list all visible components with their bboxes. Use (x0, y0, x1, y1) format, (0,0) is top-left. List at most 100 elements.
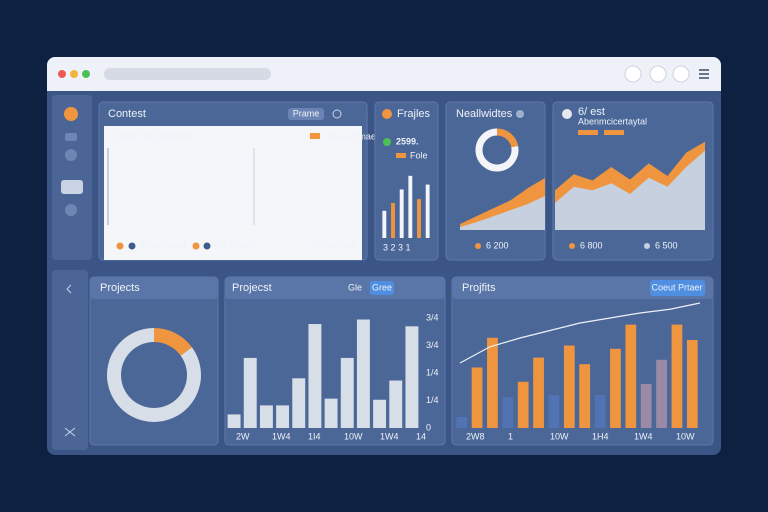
panel-title: Projfits (462, 282, 496, 294)
bar (671, 324, 683, 428)
x-axis-label: 10W (676, 431, 695, 441)
bar (408, 175, 413, 238)
legend-dot (192, 242, 200, 250)
y-axis-label: 3/4 (426, 312, 439, 322)
x-axis-label: 2W (236, 431, 250, 441)
legend-swatch (396, 153, 406, 158)
bar (227, 414, 241, 428)
search-icon[interactable] (649, 65, 667, 83)
nav-item[interactable] (65, 204, 77, 216)
bar (340, 357, 354, 428)
bar (405, 326, 419, 428)
bar (259, 405, 273, 428)
maximize-dot[interactable] (82, 70, 90, 78)
bar (502, 397, 514, 428)
button[interactable] (370, 281, 394, 295)
y-axis-label: 3/4 (426, 340, 439, 350)
footer-value: 0318B.034 (312, 240, 356, 250)
bar (625, 324, 637, 428)
bar (308, 324, 322, 428)
collapse-icon[interactable] (66, 284, 72, 294)
icon (382, 109, 392, 119)
nav-item[interactable] (65, 133, 77, 141)
legend-swatch (310, 133, 320, 139)
legend-dot (475, 243, 481, 249)
y-axis-label: 1/4 (426, 367, 439, 377)
bar (417, 199, 421, 238)
sidebar (52, 95, 92, 260)
chart-title: Carel he Cyotrol (110, 131, 189, 143)
bar (656, 359, 667, 428)
donut-segment (496, 128, 519, 148)
legend-swatch (578, 130, 598, 135)
legend-dot (116, 242, 124, 250)
donut-segment (107, 328, 201, 422)
address-bar[interactable] (104, 68, 271, 80)
legend-label: Pweer Tmaer (325, 131, 379, 141)
area (555, 150, 705, 230)
menu-icon[interactable] (699, 69, 709, 79)
bar (389, 380, 403, 428)
bar (487, 337, 498, 428)
icon[interactable] (516, 110, 524, 118)
panel-title: Projects (100, 282, 140, 294)
bar (686, 340, 698, 428)
panel-subtitle: Abenmcicertaytal (578, 116, 647, 126)
bar (324, 398, 338, 428)
bar (292, 378, 306, 428)
button[interactable] (343, 281, 367, 295)
panel-title: Frajles (397, 108, 431, 120)
button[interactable] (650, 280, 705, 296)
headline: 2599. (396, 136, 419, 146)
button-label: Gree (372, 282, 392, 292)
x-axis-label: 1W4 (380, 431, 399, 441)
button[interactable] (288, 108, 324, 120)
panel-title: Neallwidtes (456, 108, 513, 120)
minimize-dot[interactable] (70, 70, 78, 78)
bar (276, 405, 290, 428)
chart-card (104, 126, 362, 260)
legend-dot (569, 243, 575, 249)
x-axis-label: 1I4 (308, 431, 321, 441)
icon[interactable] (332, 109, 342, 119)
bar (610, 348, 621, 428)
donut-segment (153, 328, 193, 356)
bar (399, 189, 404, 238)
y-axis-label: 1/4 (426, 395, 439, 405)
x-axis-label: 10W (550, 431, 569, 441)
icon (562, 109, 572, 119)
panel-title: Contest (108, 108, 146, 120)
chat-icon[interactable] (672, 65, 690, 83)
bar (471, 367, 483, 428)
bar (373, 399, 387, 428)
nav-item[interactable] (65, 149, 77, 161)
footer-label: 3E86 (140, 240, 161, 250)
footer-label: 6 200 (486, 240, 509, 250)
panel (445, 101, 546, 261)
bar (382, 210, 387, 238)
bar (548, 395, 560, 428)
nav-item-active[interactable] (61, 180, 83, 194)
home-icon[interactable] (624, 65, 642, 83)
x-axis-label: 1W4 (634, 431, 653, 441)
status-dot (383, 138, 391, 146)
close-dot[interactable] (58, 70, 66, 78)
panel-title: Projecst (232, 282, 272, 294)
footer-label: 6 800 (580, 240, 603, 250)
trend-line (459, 302, 701, 364)
bar (391, 203, 395, 238)
logo (64, 107, 78, 121)
bar (243, 357, 257, 428)
footer-label: 3 2 3 1 (383, 242, 411, 252)
sidebar-lower (52, 270, 88, 450)
settings-icon[interactable] (64, 427, 76, 437)
x-axis-label: 2W8 (466, 431, 485, 441)
panel-header (90, 277, 218, 299)
area (460, 196, 545, 230)
bar (456, 417, 468, 428)
bar (533, 357, 544, 428)
x-axis-label: 10W (344, 431, 363, 441)
footer-label: 6 500 (655, 240, 678, 250)
bar (356, 319, 370, 428)
